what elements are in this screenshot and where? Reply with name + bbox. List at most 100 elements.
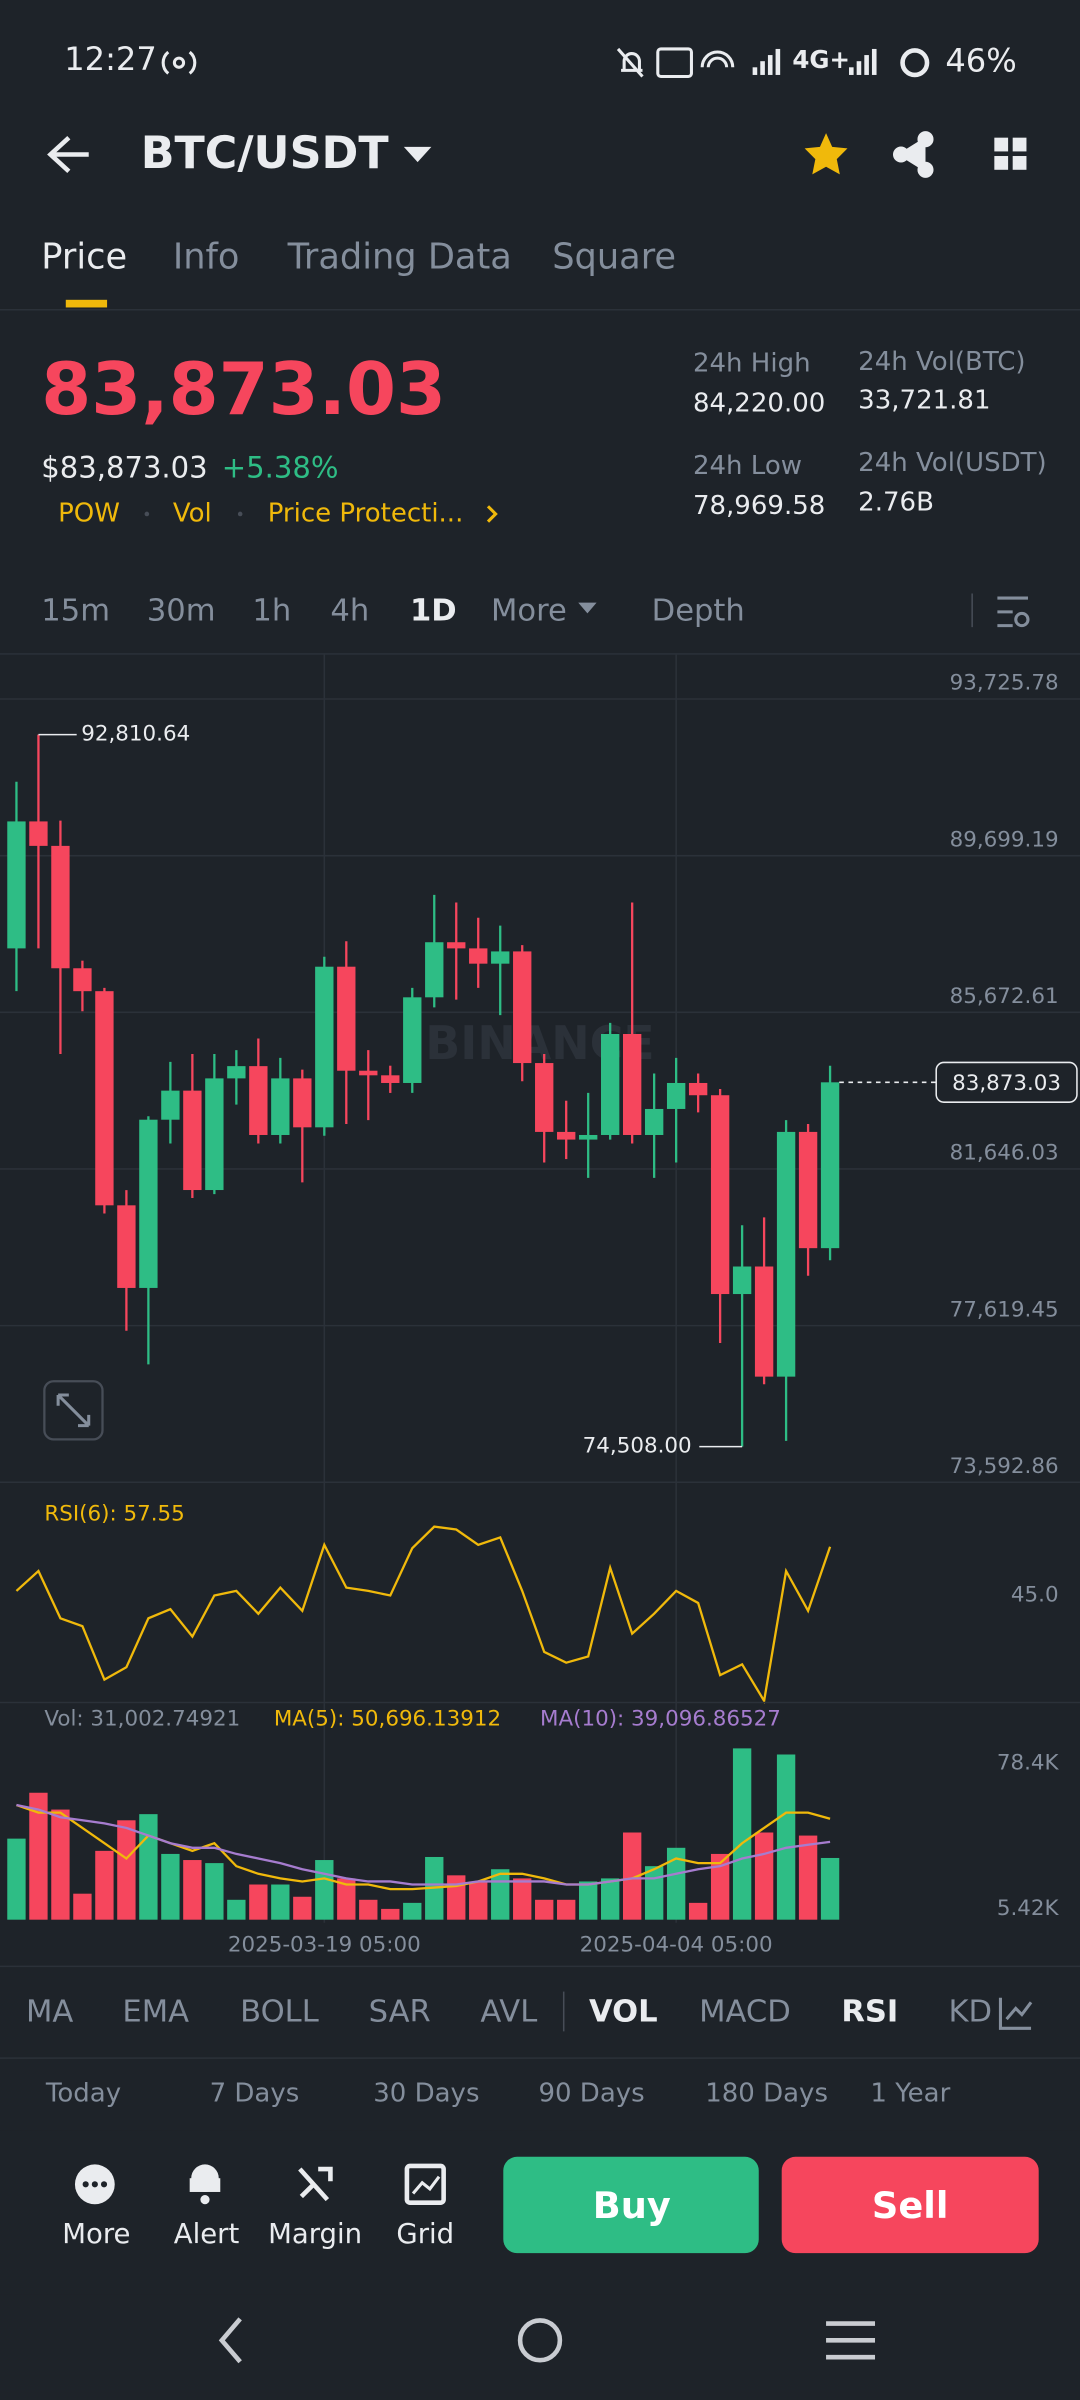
volume-bar [798, 1835, 818, 1920]
volume-bar [51, 1809, 70, 1920]
sell-label[interactable]: Sell [872, 2184, 949, 2227]
volume-bar [776, 1754, 796, 1920]
tag[interactable]: Price Protecti... [268, 498, 464, 528]
battery-level: 46% [945, 42, 1016, 80]
volume-bar [73, 1893, 92, 1920]
tags-more[interactable] [486, 505, 498, 523]
chart-settings[interactable] [997, 596, 1030, 628]
share-button[interactable] [892, 131, 934, 178]
action-button[interactable]: Margin [268, 2218, 362, 2250]
rsi-line [15, 1525, 832, 1705]
action-button[interactable]: More [62, 2218, 130, 2250]
tab[interactable]: Info [173, 237, 240, 278]
volume-bar [469, 1881, 488, 1920]
volume-bar [293, 1896, 312, 1920]
interval[interactable]: 30m [147, 593, 216, 628]
expand-button[interactable] [43, 1380, 104, 1441]
separator [971, 593, 973, 628]
depth-tab[interactable]: Depth [652, 593, 745, 628]
candle-body [798, 1131, 818, 1249]
action-button[interactable]: Alert [174, 2218, 240, 2250]
y-tick-label: 77,619.45 [950, 1297, 1059, 1322]
volume-bar [161, 1853, 180, 1920]
stat-label: 24h Low [693, 451, 802, 481]
interval-active[interactable]: 1D [410, 593, 457, 628]
separator [237, 511, 243, 517]
performance-period[interactable]: Today [45, 2079, 121, 2109]
volume-bar [600, 1878, 620, 1920]
volume-bar [579, 1881, 598, 1920]
interval[interactable]: 1h [252, 593, 291, 628]
candle-body [161, 1090, 180, 1120]
indicator-settings[interactable] [998, 1997, 1033, 2030]
indicator[interactable]: MA [26, 1995, 73, 2030]
interval[interactable]: 4h [330, 593, 369, 628]
tab[interactable]: Square [552, 237, 676, 278]
volume-bar [447, 1875, 466, 1920]
candle-body [95, 991, 114, 1206]
performance-period[interactable]: 180 Days [705, 2079, 828, 2109]
candle-body [447, 942, 466, 949]
pair-dropdown[interactable] [403, 146, 432, 163]
volume-bar [205, 1863, 224, 1920]
status-icons [161, 47, 735, 79]
candle-body [732, 1266, 752, 1295]
favorite-star[interactable] [804, 133, 848, 175]
indicator[interactable]: EMA [122, 1995, 189, 2030]
candle-body [29, 821, 48, 846]
volume-bar [95, 1850, 114, 1920]
interval[interactable]: 15m [41, 593, 110, 628]
candle-body [666, 1082, 686, 1109]
tab[interactable]: Trading Data [287, 237, 512, 278]
layout-button[interactable] [994, 137, 1027, 170]
indicator[interactable]: BOLL [240, 1995, 319, 2030]
candle-body [469, 948, 488, 964]
interval-more[interactable]: More [491, 593, 567, 628]
network-type: 4G+ [792, 45, 850, 74]
performance-period[interactable]: 90 Days [538, 2079, 644, 2109]
candle-body [535, 1063, 554, 1132]
nav-bar[interactable] [218, 2317, 876, 2364]
buy-label[interactable]: Buy [593, 2184, 671, 2227]
buy-button[interactable] [503, 2156, 759, 2254]
candle-body [381, 1075, 400, 1083]
candle-body [249, 1066, 268, 1135]
performance-period[interactable]: 7 Days [210, 2079, 300, 2109]
pair-title[interactable]: BTC/USDT [141, 128, 390, 179]
volume-bar [117, 1820, 136, 1920]
sell-button[interactable] [781, 2156, 1039, 2254]
candle-body [425, 942, 444, 998]
performance-period[interactable]: 30 Days [373, 2079, 479, 2109]
candle-body [776, 1131, 796, 1377]
volume-bar [622, 1832, 642, 1920]
indicator-tabs: MA EMA BOLL SAR AVL VOL MACD RSI KD [26, 1995, 992, 2030]
candle-body [579, 1134, 598, 1140]
indicator-active[interactable]: VOL [589, 1995, 658, 2030]
candle-body [139, 1119, 158, 1288]
back-button[interactable] [47, 135, 89, 174]
tab-active[interactable]: Price [41, 237, 127, 278]
volume-bar [710, 1853, 730, 1920]
candle-body [688, 1082, 708, 1096]
volume-bar [666, 1847, 686, 1920]
stat-value: 33,721.81 [858, 385, 990, 415]
tag[interactable]: Vol [173, 498, 212, 528]
volume-bar [644, 1866, 664, 1920]
indicator[interactable]: MACD [699, 1995, 791, 2030]
divider [0, 653, 1080, 655]
tag[interactable]: POW [58, 498, 120, 528]
dropdown-arrow [578, 602, 597, 614]
volume-bar [381, 1908, 400, 1920]
candle-body [271, 1078, 290, 1135]
indicator[interactable]: SAR [369, 1995, 431, 2030]
action-button[interactable]: Grid [396, 2218, 454, 2250]
candle-body [754, 1266, 774, 1377]
stat-label: 24h High [693, 349, 811, 379]
indicator-active[interactable]: RSI [841, 1995, 898, 2030]
last-price: 83,873.03 [41, 347, 446, 431]
performance-period[interactable]: 1 Year [870, 2079, 950, 2109]
indicator[interactable]: AVL [480, 1995, 537, 2030]
indicator[interactable]: KD [948, 1995, 992, 2030]
